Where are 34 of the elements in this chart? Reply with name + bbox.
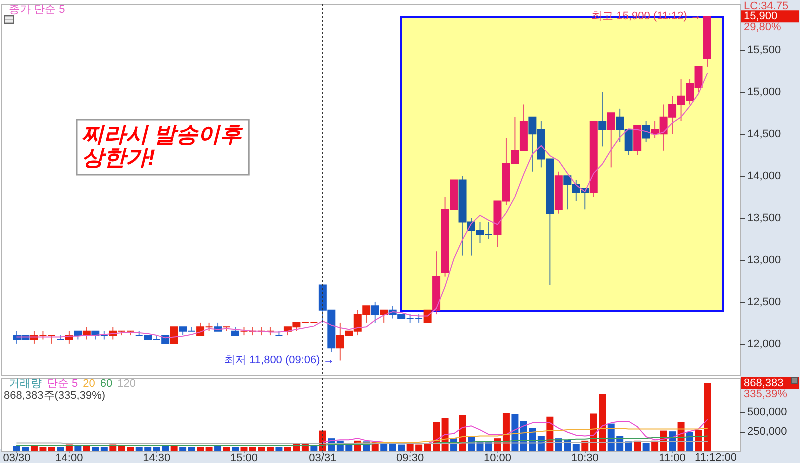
text: 종가 단순 5 <box>9 4 66 16</box>
text: 60 <box>100 378 113 390</box>
annotation: 최저 11,800 (09:06) → <box>224 354 334 367</box>
x-tick-label: 11:00 <box>659 452 686 463</box>
x-tick-label: 03/31 <box>309 452 337 463</box>
text: 868,383 <box>744 378 784 390</box>
chart-title: 거래량 <box>9 378 42 390</box>
text: 15,900 <box>744 10 778 23</box>
x-tick-label: 15:00 <box>230 452 258 463</box>
x-tick-label: 03/30 <box>3 452 31 463</box>
y-tick-label: 14,000 <box>748 170 782 183</box>
y-tick-label: 12,000 <box>748 338 782 350</box>
y-tick-label: 13,500 <box>748 212 782 225</box>
y-tick-label: 13,000 <box>748 254 782 267</box>
text: 120 <box>118 378 136 390</box>
y-tick-label: 15,500 <box>748 44 782 57</box>
annotation: 11:12:00 <box>694 452 737 463</box>
x-tick-label: 14:30 <box>143 452 171 463</box>
text: 20 <box>83 378 96 390</box>
text: 29,80% <box>744 22 782 34</box>
text: 335,39% <box>744 388 788 401</box>
annotation: 868,383주(335,39%) <box>4 390 106 402</box>
x-tick-label: 09:30 <box>396 452 424 463</box>
y-tick-label: 500,000 <box>748 406 788 419</box>
y-tick-label: 14,500 <box>748 128 782 141</box>
y-tick-label: 12,500 <box>748 296 782 308</box>
text: 단순 5 <box>47 378 78 390</box>
x-tick-label: 14:00 <box>56 452 84 463</box>
x-tick-label: 10:00 <box>484 452 512 463</box>
x-tick-label: 10:30 <box>571 452 599 463</box>
text: LC:34.75 <box>744 0 789 13</box>
y-tick-label: 250,000 <box>748 426 788 438</box>
y-tick-label: 15,000 <box>748 86 782 99</box>
annotation: 찌라시 발송이후 상한가! <box>82 122 244 170</box>
